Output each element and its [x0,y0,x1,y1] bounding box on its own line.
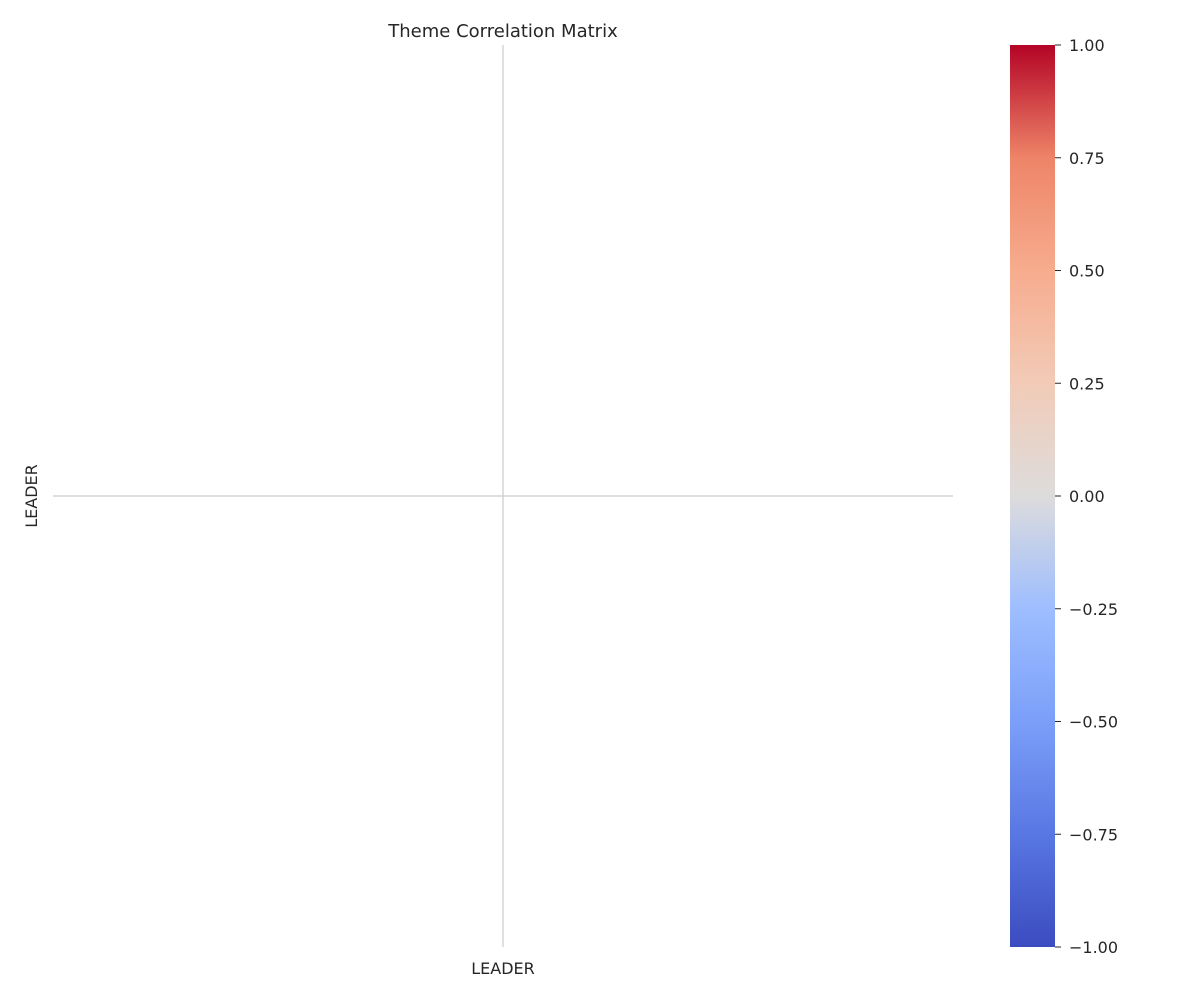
colorbar-tick-label: 0.00 [1069,487,1105,506]
colorbar-tick-label: −0.25 [1069,600,1118,619]
colorbar-tick-label: 1.00 [1069,36,1105,55]
x-tick-label: LEADER [471,959,535,978]
chart-title: Theme Correlation Matrix [387,21,618,42]
colorbar-tick-label: 0.75 [1069,149,1105,168]
colorbar-tick-label: −1.00 [1069,938,1118,957]
colorbar [1010,45,1055,947]
colorbar-tick-label: 0.50 [1069,262,1105,281]
colorbar-ticks: 1.00 0.75 0.50 0.25 0.00 −0.25 −0.50 −0.75 −1.00 [1055,36,1118,957]
colorbar-tick-label: 0.25 [1069,374,1105,393]
colorbar-tick-label: −0.75 [1069,825,1118,844]
y-tick-label: LEADER [22,464,41,528]
colorbar-tick-label: −0.50 [1069,713,1118,732]
